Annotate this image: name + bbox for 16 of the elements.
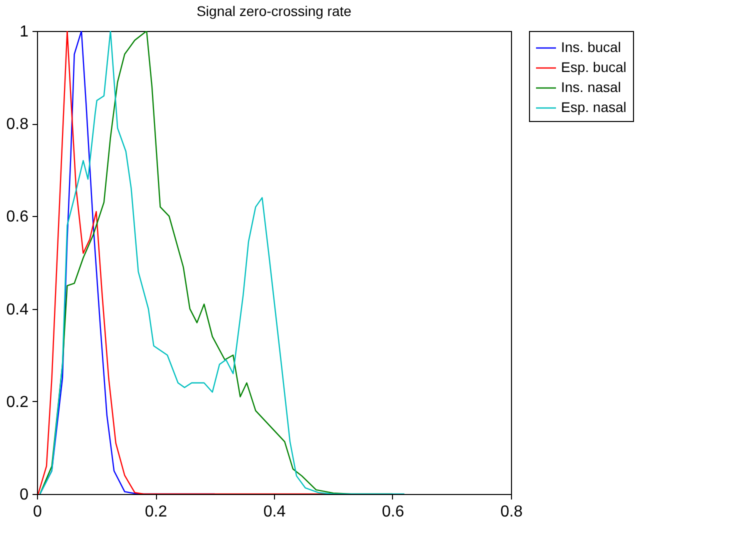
y-tick-label: 1 <box>20 24 29 40</box>
y-tick-label: 0.4 <box>6 301 29 318</box>
legend-label: Esp. nasal <box>561 99 626 115</box>
x-tick-label: 0.8 <box>500 504 523 520</box>
y-tick-label: 0.6 <box>6 208 29 226</box>
y-tick-label: 0.8 <box>6 116 29 134</box>
y-tick-label: 0.2 <box>6 394 29 411</box>
x-tick-label: 0.4 <box>263 504 286 520</box>
legend-label: Esp. bucal <box>561 59 626 75</box>
x-tick-label: 0.2 <box>144 504 168 520</box>
x-tick-label: 0.6 <box>382 504 404 520</box>
chart-title: Signal zero-crossing rate <box>196 3 352 19</box>
y-tick-label: 0 <box>20 486 29 504</box>
x-tick-label: 0 <box>33 504 42 520</box>
legend-label: Ins. nasal <box>561 79 621 95</box>
legend-label: Ins. bucal <box>561 39 621 55</box>
